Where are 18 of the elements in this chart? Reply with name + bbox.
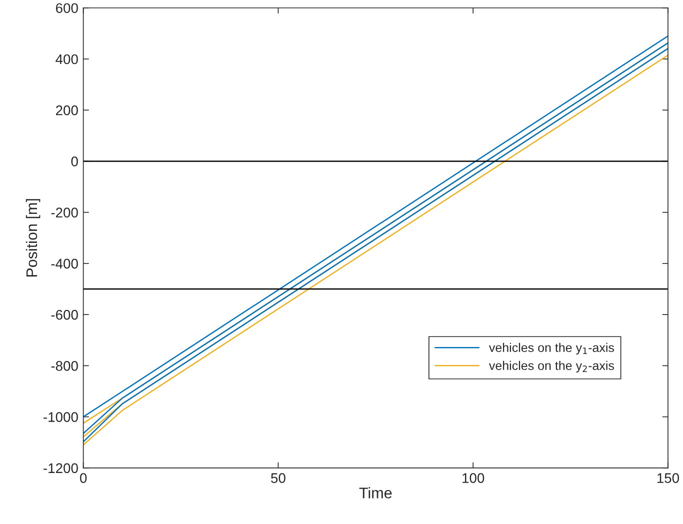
legend-label: vehicles on the y$_{2}$-axis: [488, 360, 614, 373]
y-tick-label: 600: [56, 3, 78, 14]
y-tick-label: -200: [51, 208, 78, 218]
y-tick-label: -800: [51, 361, 78, 371]
x-tick-label: 50: [271, 473, 286, 483]
y-tick-label: -400: [51, 258, 78, 269]
y-tick-label: 200: [56, 105, 78, 116]
x-tick-label: 0: [80, 473, 87, 483]
y-tick-label: -1200: [44, 463, 78, 474]
y-tick-label: -1000: [44, 412, 78, 422]
y-axis-title: Position [m]: [26, 199, 40, 277]
y-tick-label: -600: [51, 310, 78, 320]
x-tick-label: 100: [462, 473, 484, 483]
y-tick-label: 400: [56, 54, 78, 64]
x-axis-title: Time: [359, 487, 392, 498]
y-tick-label: 0: [71, 156, 78, 166]
legend-label: vehicles on the y$_{1}$-axis: [488, 342, 614, 355]
x-tick-label: 150: [657, 473, 680, 483]
